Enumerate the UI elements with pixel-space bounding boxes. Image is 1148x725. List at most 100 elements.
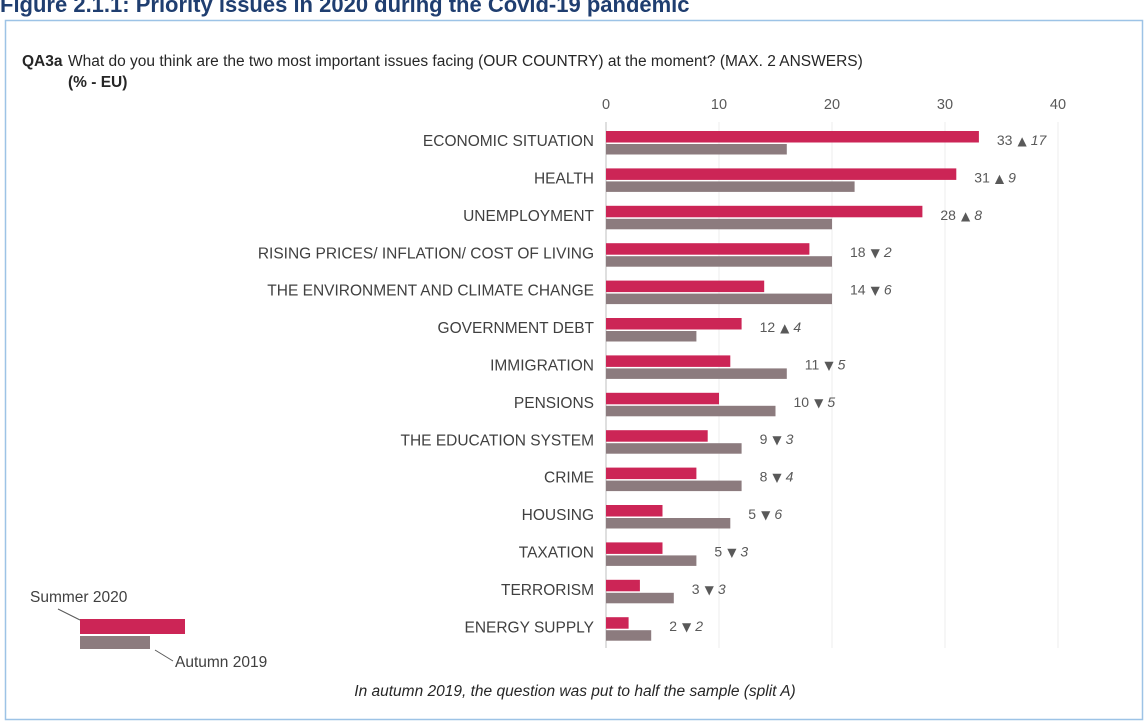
bar xyxy=(606,555,697,566)
value-label: 2 ▼ 2 xyxy=(669,618,703,634)
change-arrow: ▼ xyxy=(824,358,834,372)
change: 3 xyxy=(740,543,748,559)
bar xyxy=(606,430,708,442)
bar xyxy=(606,368,787,379)
category-label: HOUSING xyxy=(522,507,594,524)
change-arrow: ▼ xyxy=(727,545,737,559)
value-label: 12 ▲ 4 xyxy=(760,319,802,335)
legend-swatch xyxy=(80,636,150,649)
change-arrow: ▼ xyxy=(871,246,881,260)
value: 31 xyxy=(974,169,990,185)
change: 17 xyxy=(1031,132,1048,148)
value-label: 28 ▲ 8 xyxy=(940,207,982,223)
change-arrow: ▲ xyxy=(995,171,1005,185)
change: 6 xyxy=(884,281,892,297)
value: 11 xyxy=(805,356,820,372)
category-label: THE EDUCATION SYSTEM xyxy=(401,432,594,449)
category-label: ECONOMIC SITUATION xyxy=(423,133,594,150)
category-label: CRIME xyxy=(544,470,594,487)
value: 3 xyxy=(692,581,700,597)
bar xyxy=(606,443,742,454)
bar xyxy=(606,293,832,305)
change: 3 xyxy=(718,581,726,597)
bar xyxy=(606,331,697,342)
change: 5 xyxy=(838,356,846,372)
change: 2 xyxy=(694,618,703,634)
bar xyxy=(606,131,979,143)
bar xyxy=(606,256,832,267)
change-arrow: ▼ xyxy=(814,395,824,409)
legend-label: Autumn 2019 xyxy=(175,654,267,671)
value-label: 31 ▲ 9 xyxy=(974,169,1016,185)
footnote: In autumn 2019, the question was put to … xyxy=(354,683,795,700)
category-label: UNEMPLOYMENT xyxy=(463,208,594,225)
change: 3 xyxy=(786,431,794,447)
category-label: RISING PRICES/ INFLATION/ COST OF LIVING xyxy=(258,245,594,262)
bar xyxy=(606,480,742,492)
unit-label: (% - EU) xyxy=(68,74,127,91)
change: 8 xyxy=(974,207,982,223)
change: 2 xyxy=(883,244,892,260)
change-arrow: ▼ xyxy=(871,283,881,297)
change: 9 xyxy=(1008,169,1016,185)
value: 33 xyxy=(997,132,1013,148)
change-arrow: ▼ xyxy=(682,620,692,634)
bar xyxy=(606,280,765,293)
value-label: 9 ▼ 3 xyxy=(760,431,794,447)
x-tick-label: 10 xyxy=(711,97,727,113)
change: 5 xyxy=(827,394,835,410)
value: 5 xyxy=(748,506,756,522)
value-label: 5 ▼ 6 xyxy=(748,506,782,522)
x-tick-label: 20 xyxy=(824,97,840,113)
change-arrow: ▼ xyxy=(761,508,771,522)
bar xyxy=(606,630,652,641)
category-label: ENERGY SUPPLY xyxy=(464,619,594,636)
bar xyxy=(606,405,776,417)
category-label: TERRORISM xyxy=(501,582,594,599)
bar xyxy=(606,218,832,230)
bar xyxy=(606,467,697,480)
bar xyxy=(606,505,663,517)
value: 14 xyxy=(850,281,866,297)
bar xyxy=(606,318,742,330)
value-label: 8 ▼ 4 xyxy=(760,468,794,484)
x-tick-label: 0 xyxy=(602,97,610,113)
change-arrow: ▲ xyxy=(961,208,971,222)
legend-leader xyxy=(57,608,81,621)
value-label: 33 ▲ 17 xyxy=(997,132,1048,148)
change: 4 xyxy=(786,468,794,484)
change-arrow: ▼ xyxy=(772,433,782,447)
bar xyxy=(606,205,923,218)
value: 18 xyxy=(850,244,866,260)
value-label: 3 ▼ 3 xyxy=(692,581,726,597)
question: What do you think are the two most impor… xyxy=(68,53,863,70)
change-arrow: ▲ xyxy=(780,321,790,335)
value: 2 xyxy=(669,618,677,634)
bar xyxy=(606,518,731,529)
bar xyxy=(606,168,957,180)
category-label: HEALTH xyxy=(534,170,594,187)
value: 5 xyxy=(714,543,722,559)
bar xyxy=(606,542,663,554)
legend-label: Summer 2020 xyxy=(30,589,128,606)
change: 4 xyxy=(793,319,801,335)
change-arrow: ▼ xyxy=(705,582,715,596)
value-label: 10 ▼ 5 xyxy=(794,394,836,410)
bar xyxy=(606,392,719,405)
change-arrow: ▼ xyxy=(772,470,782,484)
legend-swatch xyxy=(80,619,185,634)
legend-leader xyxy=(154,649,174,662)
category-label: THE ENVIRONMENT AND CLIMATE CHANGE xyxy=(267,283,594,300)
question-id: QA3a xyxy=(22,53,63,70)
bar xyxy=(606,243,810,255)
bar xyxy=(606,144,787,155)
value-label: 5 ▼ 3 xyxy=(714,543,748,559)
value: 8 xyxy=(760,468,768,484)
value-label: 14 ▼ 6 xyxy=(850,281,892,297)
value-label: 18 ▼ 2 xyxy=(850,244,892,260)
x-tick-label: 30 xyxy=(937,97,953,113)
bar xyxy=(606,355,731,367)
bar xyxy=(606,592,674,604)
value-label: 11 ▼ 5 xyxy=(805,356,846,372)
